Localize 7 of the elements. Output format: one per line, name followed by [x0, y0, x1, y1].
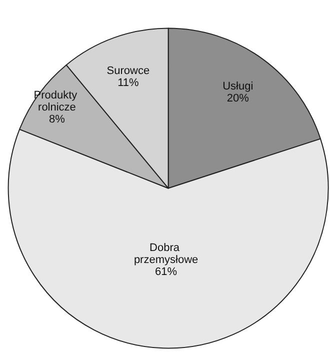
slice-label: Surowce	[106, 64, 150, 77]
slice-label: Dobra przemysłowe	[134, 242, 198, 266]
data-label: 20%	[226, 92, 250, 104]
data-label: 8%	[49, 113, 66, 126]
data-label: 11%	[118, 76, 140, 89]
slice-label: Usługi	[222, 80, 254, 92]
data-label: 61%	[155, 266, 178, 278]
